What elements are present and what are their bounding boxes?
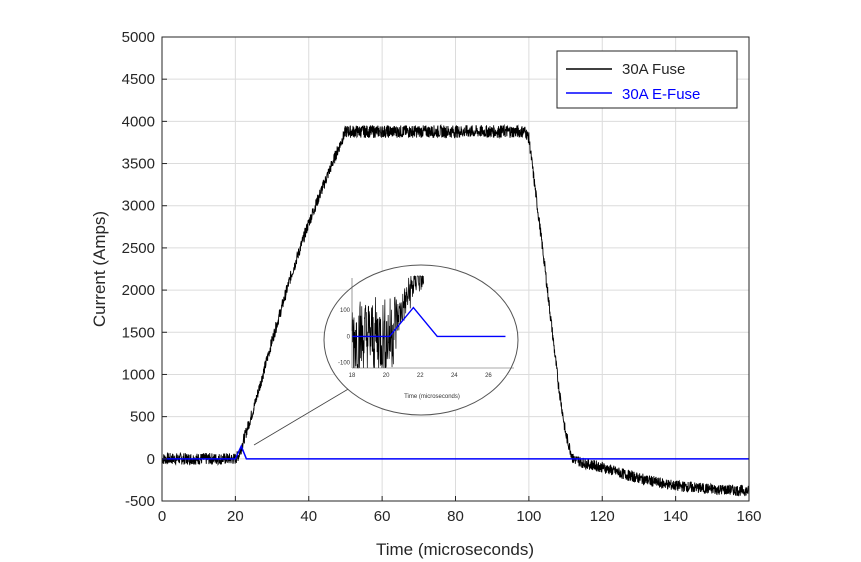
y-tick-label: 4500: [122, 71, 155, 88]
legend-label-30a-e-fuse: 30A E-Fuse: [622, 86, 700, 103]
x-tick-label: 60: [374, 508, 391, 525]
y-tick-label: 3000: [122, 198, 155, 215]
series-layer: [161, 123, 750, 497]
y-tick-label: 5000: [122, 29, 155, 46]
y-tick-label: 1000: [122, 366, 155, 383]
y-tick-label: -500: [125, 493, 155, 510]
x-tick-label: 0: [158, 508, 166, 525]
x-tick-label: 80: [447, 508, 464, 525]
inset-y-tick-label: -100: [338, 361, 351, 367]
inset-series-line-30a-e-fuse: [352, 306, 506, 338]
y-axis-ticks: -500 0 500 1000 1500 2000 2500 3000 3500 4000 4500…: [122, 29, 167, 510]
y-tick-label: 1500: [122, 324, 155, 341]
inset-series-layer: [351, 275, 506, 369]
inset-x-tick-label: 20: [383, 373, 390, 379]
inset-y-tick-label: 100: [340, 308, 351, 314]
y-tick-label: 500: [130, 409, 155, 426]
inset-ellipse: [323, 264, 519, 416]
x-axis-ticks: 0 20 40 60 80 100 120 140 160: [158, 496, 762, 525]
x-tick-label: 40: [300, 508, 317, 525]
inset-series-line-30a-fuse: [351, 275, 424, 369]
series-line-30a-fuse: [161, 123, 750, 497]
inset-x-axis-title: Time (microseconds): [404, 394, 460, 400]
y-tick-label: 3500: [122, 156, 155, 173]
x-tick-label: 160: [736, 508, 761, 525]
inset-y-tick-label: 0: [347, 334, 351, 340]
inset-ticks: 18 20 22 24 26 100 0 -100: [338, 278, 514, 379]
y-tick-label: 2000: [122, 282, 155, 299]
inset-pointer-line: [253, 387, 351, 446]
legend-box: [556, 50, 738, 109]
inset-x-tick-label: 26: [485, 373, 492, 379]
inset-x-tick-label: 24: [451, 373, 458, 379]
zoom-inset: 18 20 22 24 26 100 0 -100 Time (microseconds): [323, 264, 519, 416]
x-tick-label: 20: [227, 508, 244, 525]
x-axis-title: Time (microseconds): [376, 540, 534, 559]
x-tick-label: 120: [590, 508, 615, 525]
y-tick-label: 0: [147, 451, 155, 468]
x-tick-label: 140: [663, 508, 688, 525]
x-tick-label: 100: [516, 508, 541, 525]
legend: 30A Fuse 30A E-Fuse: [556, 50, 738, 109]
y-tick-label: 2500: [122, 240, 155, 257]
inset-x-tick-label: 22: [417, 373, 424, 379]
y-tick-label: 4000: [122, 113, 155, 130]
legend-label-30a-fuse: 30A Fuse: [622, 61, 685, 78]
series-line-30a-e-fuse: [162, 444, 749, 460]
y-axis-title: Current (Amps): [90, 211, 109, 327]
inset-x-tick-label: 18: [349, 373, 356, 379]
